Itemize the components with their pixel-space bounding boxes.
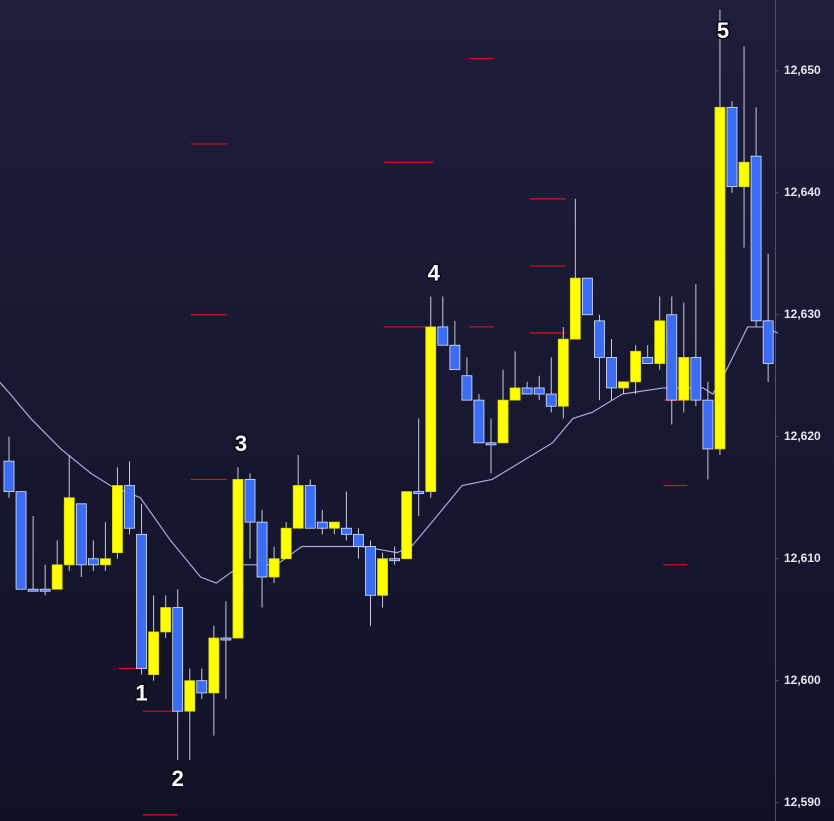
candle-body	[39, 588, 51, 592]
candle-body	[413, 491, 425, 495]
candle-body	[3, 460, 15, 493]
candle-body	[497, 399, 509, 444]
candle-body	[377, 558, 388, 596]
candle-body	[533, 387, 545, 395]
candle-body	[726, 106, 738, 188]
candle-body	[340, 527, 352, 535]
candle-body	[184, 680, 196, 712]
candle-body	[160, 607, 172, 633]
candle-body	[232, 479, 244, 639]
candle-body	[630, 350, 641, 383]
candle-body	[750, 155, 762, 322]
candle-body	[485, 442, 497, 446]
candle-body	[280, 527, 292, 560]
candle-body	[401, 491, 413, 560]
candle-body	[461, 375, 473, 401]
candle-body	[678, 357, 690, 401]
y-tick-label: 12,620	[784, 429, 821, 443]
candle-body	[208, 637, 220, 694]
candle-body	[15, 491, 27, 590]
candle-body	[437, 326, 449, 346]
wave-label: 3	[235, 431, 247, 456]
candle-body	[148, 631, 160, 676]
candle-body	[557, 338, 569, 407]
candle-body	[100, 558, 111, 566]
candle-body	[762, 320, 774, 364]
candle-body	[654, 320, 666, 364]
candle-body	[328, 521, 340, 529]
candle-body	[51, 564, 63, 590]
candle-body	[642, 357, 654, 364]
candle-body	[690, 357, 702, 401]
candle-body	[365, 546, 376, 596]
candle-body	[521, 387, 533, 395]
candle-body	[582, 277, 593, 316]
candle-body	[473, 399, 485, 444]
candle-body	[87, 558, 99, 566]
y-tick-label: 12,590	[784, 795, 821, 809]
y-tick-label: 12,600	[784, 673, 821, 687]
candle-body	[425, 326, 437, 493]
candle-body	[124, 485, 135, 529]
y-tick-label: 12,640	[784, 185, 821, 199]
candle-body	[196, 680, 208, 694]
wave-label: 5	[717, 18, 729, 43]
candle-body	[27, 588, 39, 592]
candle-body	[172, 607, 184, 712]
candle-body	[304, 485, 316, 529]
y-tick-label: 12,610	[784, 551, 821, 565]
candle-body	[702, 399, 714, 450]
candle-body	[569, 277, 581, 340]
candle-body	[389, 558, 401, 562]
y-tick-label: 12,630	[784, 307, 821, 321]
wave-label: 4	[428, 260, 441, 285]
candle-body	[666, 314, 678, 401]
candle-body	[449, 344, 461, 371]
candle-body	[545, 393, 557, 407]
candle-body	[618, 381, 629, 389]
candle-body	[509, 387, 521, 401]
wave-label: 1	[135, 680, 147, 705]
candle-body	[112, 485, 123, 554]
candle-body	[75, 503, 87, 566]
candle-body	[63, 497, 75, 566]
candle-body	[136, 533, 147, 669]
candle-body	[738, 161, 750, 188]
candle-body	[244, 479, 256, 523]
candle-body	[292, 485, 304, 529]
wave-label: 2	[172, 766, 184, 791]
candle-body	[353, 533, 364, 547]
candle-body	[220, 637, 232, 641]
candle-body	[606, 357, 617, 389]
candle-body	[268, 558, 280, 578]
candle-body	[714, 106, 726, 450]
candle-body	[316, 521, 328, 529]
candle-body	[594, 320, 605, 358]
candle-body	[256, 521, 268, 578]
y-tick-label: 12,650	[784, 63, 821, 77]
